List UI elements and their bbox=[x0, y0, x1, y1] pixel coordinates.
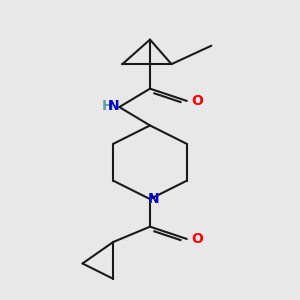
Text: O: O bbox=[191, 232, 203, 246]
Text: N: N bbox=[147, 192, 159, 206]
Text: H: H bbox=[102, 98, 113, 112]
Text: O: O bbox=[191, 94, 203, 108]
Text: N: N bbox=[108, 99, 119, 113]
